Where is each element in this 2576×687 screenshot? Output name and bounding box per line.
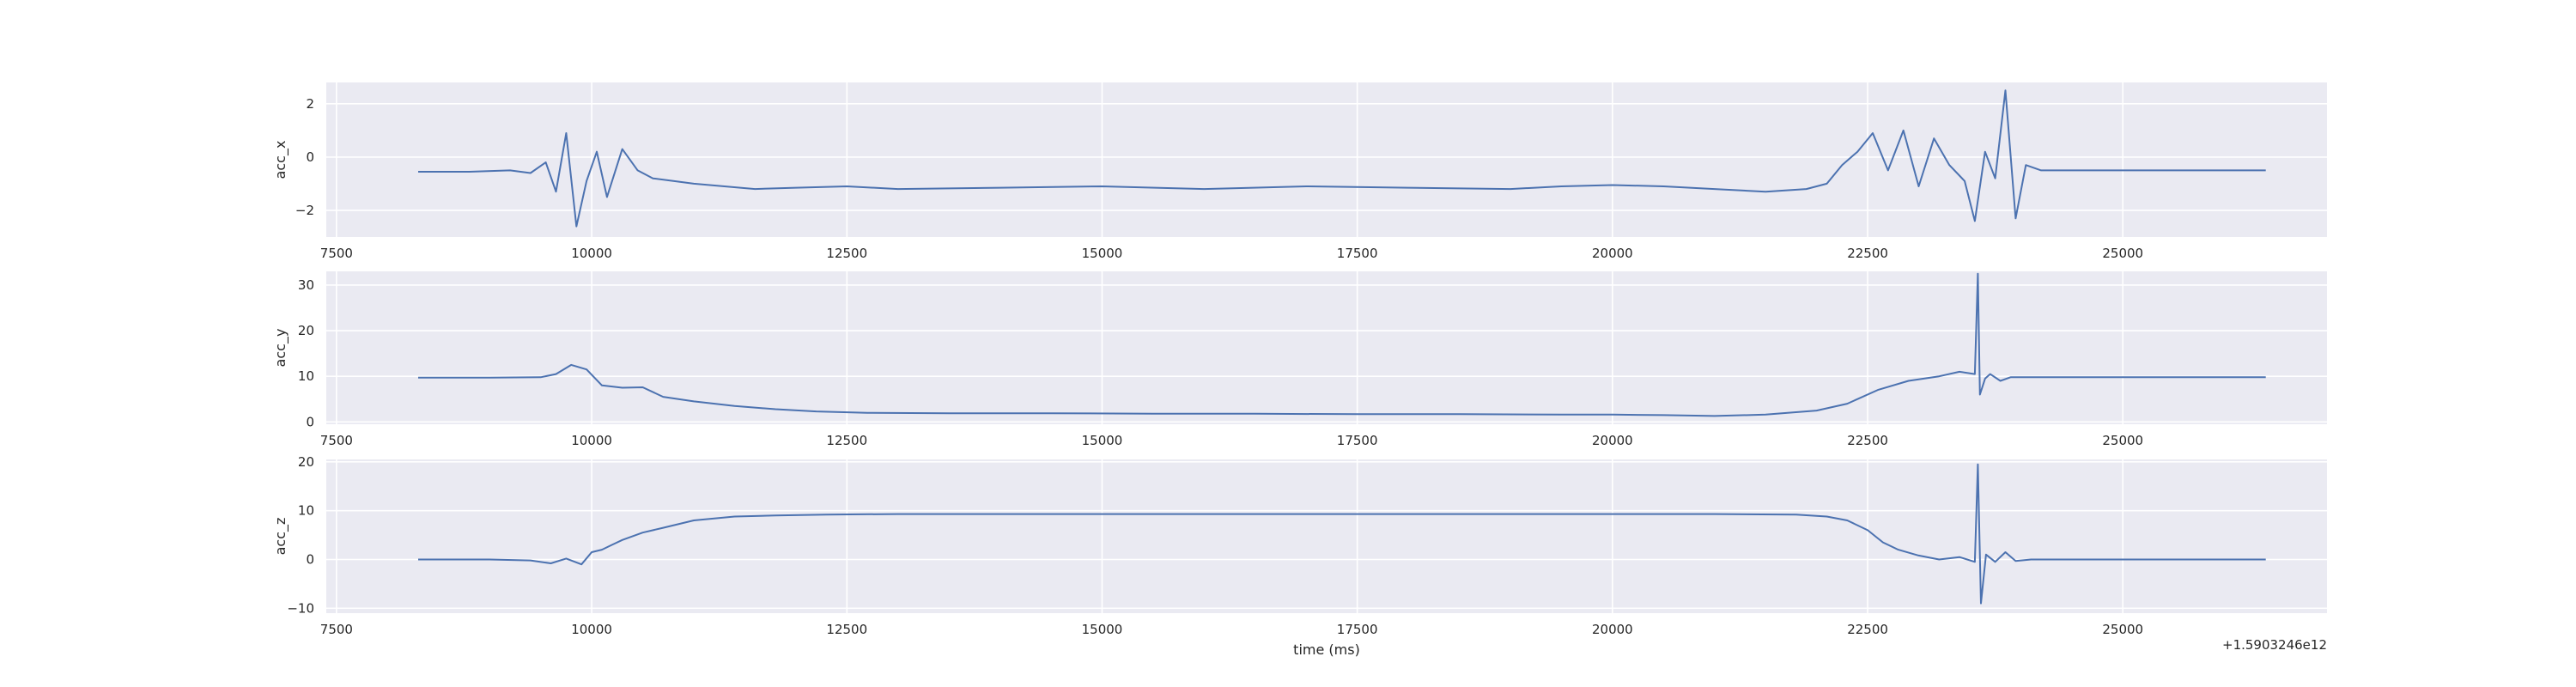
- y-tick-label: 0: [306, 551, 314, 567]
- y-tick-label: 10: [298, 368, 314, 384]
- x-tick-label: 20000: [1592, 622, 1633, 637]
- y-axis-label: acc_y: [272, 329, 289, 368]
- y-axis-label: acc_x: [272, 141, 289, 179]
- x-tick-label: 25000: [2102, 622, 2143, 637]
- x-tick-label: 12500: [826, 246, 867, 261]
- y-tick-label: 20: [298, 323, 314, 338]
- x-tick-label: 10000: [571, 622, 612, 637]
- x-offset-label: +1.5903246e12: [2222, 637, 2327, 653]
- plot-area: [326, 82, 2327, 237]
- x-tick-label: 15000: [1082, 622, 1123, 637]
- subplot-acc_x: 7500 10000 12500 15000 17500 20000 22500 25000 −…: [272, 82, 2327, 261]
- plot-area: [326, 271, 2327, 424]
- x-tick-label: 17500: [1337, 433, 1378, 448]
- x-tick-label: 7500: [320, 622, 353, 637]
- y-tick-label: 30: [298, 277, 314, 293]
- series-line-acc_y: [418, 272, 2266, 417]
- y-tick-label: 0: [306, 149, 314, 165]
- x-tick-label: 20000: [1592, 433, 1633, 448]
- y-tick-label: 0: [306, 414, 314, 429]
- x-tick-label: 22500: [1847, 433, 1888, 448]
- x-tick-label: 12500: [826, 433, 867, 448]
- x-tick-label: 10000: [571, 246, 612, 261]
- subplot-acc_y: 7500 10000 12500 15000 17500 20000 22500 25000 0…: [272, 271, 2327, 448]
- x-tick-label: 17500: [1337, 246, 1378, 261]
- x-tick-label: 15000: [1082, 246, 1123, 261]
- x-tick-label: 22500: [1847, 246, 1888, 261]
- x-tick-label: 7500: [320, 433, 353, 448]
- x-tick-label: 12500: [826, 622, 867, 637]
- x-tick-label: 25000: [2102, 433, 2143, 448]
- series-line-acc_x: [418, 89, 2266, 228]
- x-tick-label: 10000: [571, 433, 612, 448]
- y-axis-label: acc_z: [272, 518, 289, 556]
- y-tick-label: 10: [298, 503, 314, 519]
- subplot-acc_z: 7500 10000 12500 15000 17500 20000 22500 25000 −…: [272, 454, 2327, 658]
- x-axis-label: time (ms): [1293, 641, 1360, 658]
- x-tick-label: 7500: [320, 246, 353, 261]
- y-tick-label: −10: [287, 600, 314, 616]
- y-tick-label: −2: [295, 203, 314, 218]
- x-tick-label: 25000: [2102, 246, 2143, 261]
- x-tick-label: 22500: [1847, 622, 1888, 637]
- series-line-acc_z: [418, 463, 2266, 605]
- y-tick-label: 2: [306, 96, 314, 112]
- subplots: 7500 10000 12500 15000 17500 20000 22500 25000−…: [272, 82, 2327, 658]
- y-tick-label: 20: [298, 454, 314, 470]
- x-tick-label: 20000: [1592, 246, 1633, 261]
- plot-area: [326, 459, 2327, 613]
- x-tick-label: 17500: [1337, 622, 1378, 637]
- x-tick-label: 15000: [1082, 433, 1123, 448]
